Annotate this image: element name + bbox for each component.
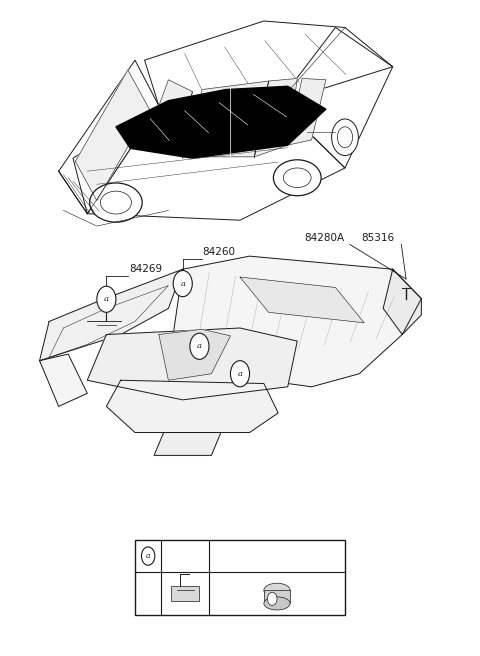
Circle shape <box>332 119 359 155</box>
Ellipse shape <box>90 183 142 222</box>
Polygon shape <box>39 354 87 406</box>
Polygon shape <box>75 70 149 201</box>
Polygon shape <box>192 81 269 157</box>
Polygon shape <box>107 380 278 432</box>
Bar <box>264 590 290 604</box>
Circle shape <box>173 270 192 297</box>
Polygon shape <box>73 102 345 220</box>
Text: a: a <box>146 552 150 560</box>
Text: a: a <box>180 279 185 287</box>
Text: 84260: 84260 <box>202 247 235 257</box>
Polygon shape <box>159 80 192 158</box>
Polygon shape <box>87 328 297 400</box>
Text: 95110: 95110 <box>259 551 295 561</box>
Ellipse shape <box>264 597 290 610</box>
Polygon shape <box>240 277 364 323</box>
Polygon shape <box>383 269 421 335</box>
Polygon shape <box>278 28 393 168</box>
Polygon shape <box>39 269 183 361</box>
Text: a: a <box>238 370 242 378</box>
Circle shape <box>142 547 155 565</box>
Polygon shape <box>159 329 230 380</box>
Text: 84280A: 84280A <box>304 233 345 243</box>
Polygon shape <box>144 21 393 106</box>
Ellipse shape <box>274 160 321 195</box>
Text: 85316: 85316 <box>362 233 395 243</box>
FancyBboxPatch shape <box>171 586 199 602</box>
Circle shape <box>190 333 209 359</box>
Text: a: a <box>197 342 202 350</box>
Polygon shape <box>116 87 326 158</box>
Polygon shape <box>288 79 326 145</box>
Bar <box>135 541 345 615</box>
Circle shape <box>267 592 277 605</box>
Text: 84277: 84277 <box>168 551 203 561</box>
Circle shape <box>97 286 116 312</box>
Circle shape <box>230 361 250 387</box>
Polygon shape <box>168 256 421 387</box>
Text: 84269: 84269 <box>129 264 162 274</box>
Polygon shape <box>254 79 297 157</box>
Polygon shape <box>59 60 159 214</box>
Text: a: a <box>104 295 109 303</box>
Polygon shape <box>154 432 221 455</box>
Ellipse shape <box>264 583 290 598</box>
